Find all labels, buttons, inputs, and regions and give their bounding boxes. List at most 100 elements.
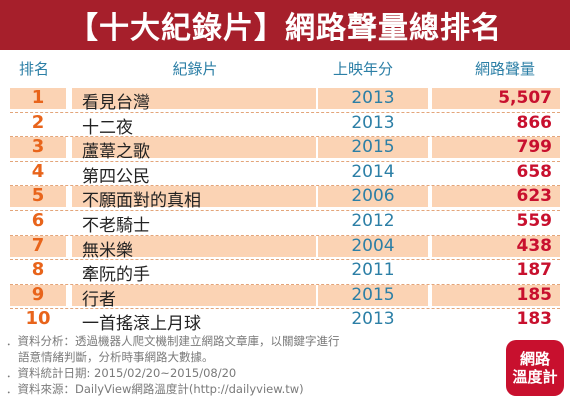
title-cell: 一首搖滾上月球: [82, 314, 201, 335]
rank-cell: 2: [31, 111, 45, 133]
cell-background: [10, 211, 66, 232]
title-cell: 看見台灣: [82, 93, 150, 113]
year-cell: 2004: [351, 235, 395, 256]
cell-background: [72, 309, 316, 331]
cell-background: [10, 112, 66, 134]
table-row: 6 不老騎士 2012 559: [0, 209, 570, 236]
volume-cell: 187: [516, 260, 553, 281]
row-divider: [10, 234, 560, 236]
cell-background: [10, 137, 66, 159]
cell-background: [432, 260, 560, 282]
cell-background: [432, 309, 560, 331]
row-divider: [10, 210, 560, 211]
table-row: 8 牽阮的手 2011 187: [0, 258, 570, 286]
cell-background: [432, 211, 560, 232]
rank-cell: 6: [31, 210, 45, 231]
row-divider: [10, 283, 560, 285]
volume-cell: 5,507: [498, 88, 552, 108]
volume-cell: 623: [516, 186, 553, 207]
cell-background: [10, 186, 66, 208]
cell-background: [318, 112, 428, 134]
year-cell: 2013: [351, 88, 395, 108]
volume-cell: 866: [516, 112, 553, 133]
rank-cell: 10: [25, 308, 51, 330]
year-cell: 2012: [351, 211, 395, 231]
cell-background: [318, 260, 428, 282]
cell-background: [10, 309, 66, 331]
cell-background: [318, 309, 428, 331]
cell-background: [72, 284, 316, 306]
cell-background: [432, 186, 560, 208]
cell-background: [318, 211, 428, 232]
cell-background: [10, 161, 66, 183]
cell-background: [432, 137, 560, 159]
cell-background: [10, 88, 66, 109]
year-cell: 2006: [351, 186, 395, 207]
dailyview-logo: 網路 溫度計: [506, 340, 564, 396]
title-cell: 蘆葦之歌: [82, 142, 150, 163]
table-row: 10 一首搖滾上月球 2013 183: [0, 307, 570, 335]
cell-background: [318, 161, 428, 183]
volume-cell: 799: [516, 137, 553, 158]
cell-background: [432, 284, 560, 306]
cell-background: [72, 211, 316, 232]
cell-background: [10, 260, 66, 282]
footer-note-analysis: ．資料分析：透過機器人爬文機制建立網路文章庫，以關鍵字進行: [6, 334, 340, 348]
rank-cell: 5: [31, 185, 45, 207]
table-row: 5 不願面對的真相 2006 623: [0, 184, 570, 212]
table-row: 1 看見台灣 2013 5,507: [0, 86, 570, 113]
cell-background: [432, 88, 560, 109]
title-cell: 不老騎士: [82, 216, 150, 236]
cell-background: [72, 137, 316, 159]
cell-background: [10, 284, 66, 306]
cell-background: [318, 235, 428, 257]
cell-background: [72, 235, 316, 257]
cell-background: [72, 112, 316, 134]
rank-cell: 4: [31, 160, 45, 182]
title-cell: 無米樂: [82, 240, 133, 261]
table-row: 3 蘆葦之歌 2015 799: [0, 135, 570, 163]
title-cell: 第四公民: [82, 166, 150, 187]
cell-background: [432, 235, 560, 257]
footer-note-analysis-cont: 語意情緒判斷，分析時事網路大數據。: [18, 350, 214, 364]
title-cell: 十二夜: [82, 117, 133, 138]
cell-background: [10, 235, 66, 257]
year-cell: 2015: [351, 284, 395, 305]
volume-cell: 183: [516, 309, 553, 330]
title-cell: 牽阮的手: [82, 265, 150, 286]
cell-background: [72, 186, 316, 208]
title-cell: 不願面對的真相: [82, 191, 201, 212]
volume-cell: 658: [516, 161, 553, 182]
row-divider: [10, 308, 560, 310]
volume-cell: 185: [516, 284, 553, 305]
row-divider: [10, 160, 560, 162]
row-divider: [10, 259, 560, 261]
cell-background: [72, 88, 316, 109]
cell-background: [318, 186, 428, 208]
footer-note-source: ．資料來源：DailyView網路溫度計(http://dailyview.tw…: [6, 382, 304, 396]
cell-background: [72, 161, 316, 183]
year-cell: 2015: [351, 137, 395, 158]
rank-cell: 9: [31, 283, 45, 305]
table-row: 9 行者 2015 185: [0, 283, 570, 310]
page-title: 【十大紀錄片】網路聲量總排名: [0, 0, 570, 50]
title-cell: 行者: [82, 289, 116, 310]
footer-notes: ．資料分析：透過機器人爬文機制建立網路文章庫，以關鍵字進行 語意情緒判斷，分析時…: [6, 333, 496, 397]
row-divider: [10, 111, 560, 113]
year-cell: 2013: [351, 112, 395, 133]
column-header-rank: 排名: [18, 60, 49, 78]
row-divider: [10, 136, 560, 138]
cell-background: [318, 284, 428, 306]
volume-cell: 559: [516, 211, 553, 231]
rank-cell: 3: [31, 136, 45, 158]
column-header-year: 上映年分: [332, 60, 393, 78]
rank-cell: 8: [31, 259, 45, 281]
volume-cell: 438: [516, 235, 553, 256]
table-row: 4 第四公民 2014 658: [0, 160, 570, 187]
cell-background: [432, 112, 560, 134]
table-header: 排名 紀錄片 上映年分 網路聲量: [0, 50, 570, 86]
year-cell: 2014: [351, 161, 395, 182]
row-divider: [10, 185, 560, 187]
column-header-volume: 網路聲量: [474, 60, 535, 78]
footer-note-date: ．資料統計日期: 2015/02/20~2015/08/20: [6, 366, 237, 380]
